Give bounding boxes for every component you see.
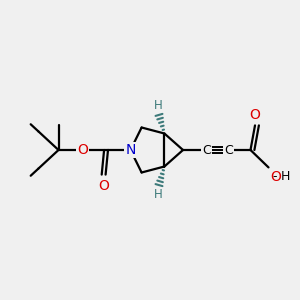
Text: O: O bbox=[270, 170, 281, 184]
Text: C: C bbox=[224, 143, 233, 157]
Text: H: H bbox=[153, 188, 162, 201]
Text: O: O bbox=[77, 143, 88, 157]
Text: O: O bbox=[98, 179, 109, 193]
Text: N: N bbox=[125, 143, 136, 157]
Text: O: O bbox=[250, 108, 260, 122]
Text: H: H bbox=[281, 170, 290, 183]
Text: -: - bbox=[272, 170, 277, 183]
Text: C: C bbox=[202, 143, 211, 157]
Text: H: H bbox=[153, 99, 162, 112]
